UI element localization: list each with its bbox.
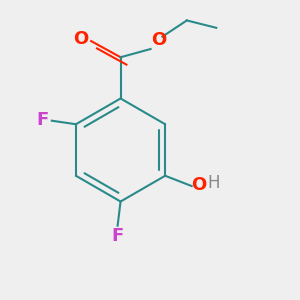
Text: O: O bbox=[151, 31, 166, 49]
Text: O: O bbox=[73, 30, 88, 48]
Text: F: F bbox=[112, 227, 124, 245]
Text: H: H bbox=[208, 174, 220, 192]
Text: F: F bbox=[36, 111, 48, 129]
Text: O: O bbox=[191, 176, 207, 194]
